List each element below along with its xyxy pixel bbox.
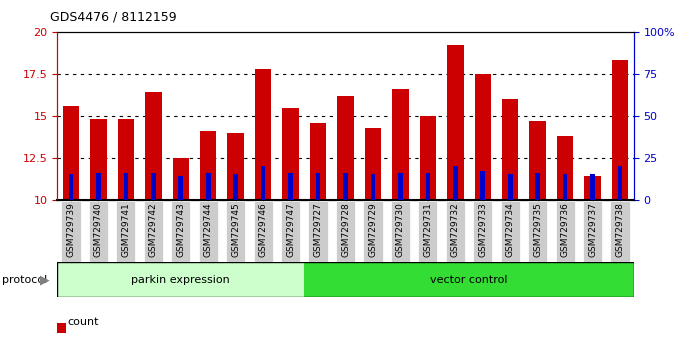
Text: ▶: ▶ [40,273,50,286]
Text: GSM729734: GSM729734 [506,202,514,257]
Bar [118,119,134,200]
Text: GSM729747: GSM729747 [286,202,295,257]
Bar [473,201,492,262]
Text: GSM729727: GSM729727 [313,202,322,257]
Bar [255,69,272,200]
Bar [304,262,634,297]
Text: GSM729741: GSM729741 [121,202,131,257]
Bar [89,201,108,262]
Bar [563,174,567,200]
Bar [200,131,216,200]
Bar [171,201,191,262]
Text: GSM729731: GSM729731 [424,202,432,257]
Bar [480,171,485,200]
Bar [364,201,383,262]
Text: protocol: protocol [2,275,47,285]
Bar [179,176,183,200]
Text: parkin expression: parkin expression [131,275,230,285]
Bar [199,201,218,262]
Text: GSM729742: GSM729742 [149,202,158,257]
Bar [426,173,430,200]
Bar [419,116,436,200]
Bar [281,201,300,262]
Bar [530,121,546,200]
Bar [611,201,630,262]
Bar [283,108,299,200]
Text: GSM729730: GSM729730 [396,202,405,257]
Bar [365,128,381,200]
Bar [90,119,107,200]
Bar [117,201,135,262]
Bar [612,61,628,200]
Bar [447,45,463,200]
Text: GSM729746: GSM729746 [259,202,267,257]
Bar [226,201,245,262]
Text: GDS4476 / 8112159: GDS4476 / 8112159 [50,10,177,23]
Text: GSM729739: GSM729739 [66,202,75,257]
Bar [57,323,66,333]
Bar [591,174,595,200]
Bar [336,201,355,262]
Bar [508,174,512,200]
Text: GSM729736: GSM729736 [560,202,570,257]
Text: vector control: vector control [430,275,508,285]
Bar [371,174,376,200]
Bar [228,133,244,200]
Bar [618,166,623,200]
Bar [584,176,601,200]
Bar [475,74,491,200]
Text: GSM729735: GSM729735 [533,202,542,257]
Text: GSM729740: GSM729740 [94,202,103,257]
Text: count: count [68,317,99,327]
Bar [96,173,101,200]
Text: GSM729737: GSM729737 [588,202,597,257]
Bar [309,201,327,262]
Bar [288,173,293,200]
Bar [391,201,410,262]
Bar [124,173,128,200]
Bar [310,123,326,200]
Text: GSM729728: GSM729728 [341,202,350,257]
Bar [418,201,438,262]
Bar [556,201,574,262]
Text: GSM729733: GSM729733 [478,202,487,257]
Bar [145,92,161,200]
Bar [144,201,163,262]
Bar [398,173,403,200]
Bar [535,173,540,200]
Bar [206,173,211,200]
Bar [233,174,238,200]
Bar [315,173,320,200]
Bar [392,89,408,200]
Bar [343,173,348,200]
Text: GSM729745: GSM729745 [231,202,240,257]
Text: GSM729732: GSM729732 [451,202,460,257]
Text: GSM729744: GSM729744 [204,202,213,257]
Bar [172,158,189,200]
Bar [68,174,73,200]
Bar [453,166,458,200]
Bar [446,201,465,262]
Bar [61,201,80,262]
Bar [253,201,273,262]
Bar [63,106,79,200]
Bar [337,96,354,200]
Bar [557,136,573,200]
Bar [502,99,519,200]
Bar [583,201,602,262]
Bar [57,262,304,297]
Text: GSM729729: GSM729729 [369,202,378,257]
Bar [151,173,156,200]
Bar [528,201,547,262]
Text: GSM729743: GSM729743 [177,202,185,257]
Text: GSM729738: GSM729738 [616,202,625,257]
Bar [500,201,520,262]
Bar [261,166,265,200]
